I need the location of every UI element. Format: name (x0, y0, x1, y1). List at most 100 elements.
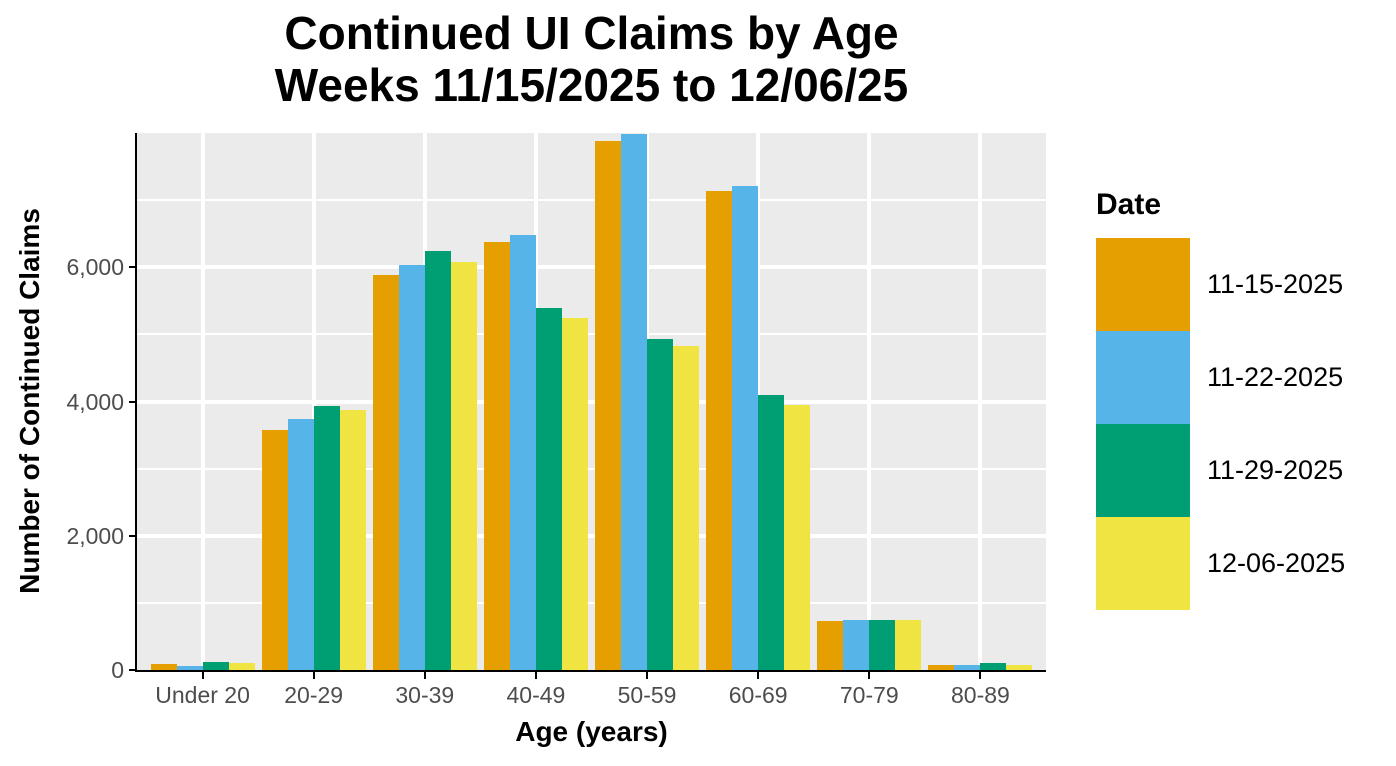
gridline-major-2000 (137, 533, 1046, 538)
vertical-gridline-70-79 (867, 133, 872, 670)
x-axis-line (135, 670, 1046, 672)
x-tick-cell-50-59: 50-59 (592, 672, 703, 709)
bar-group-50-59 (592, 133, 703, 670)
vertical-gridline-20-29 (311, 133, 316, 670)
chart-title-line-2: Weeks 11/15/2025 to 12/06/25 (274, 58, 909, 111)
legend: Date 11-15-2025 11-22-2025 11-29-2025 12-06… (1096, 188, 1386, 610)
bar-11-29-2025-20-29 (313, 406, 340, 670)
legend-title: Date (1096, 188, 1162, 221)
bar-11-29-2025-30-39 (424, 250, 451, 670)
y-tick-label-2000: 2,000 (66, 522, 124, 549)
bar-12-06-2025-60-69 (784, 404, 811, 670)
legend-label-11-15-2025: 11-15-2025 (1207, 269, 1344, 299)
x-tick-mark-60-69 (757, 672, 760, 679)
bar-12-06-2025-80-89 (1006, 664, 1033, 670)
bar-11-15-2025-70-79 (817, 621, 844, 670)
bar-11-22-2025-30-39 (398, 265, 425, 670)
bar-group-under-20 (147, 133, 258, 670)
plot-panel (137, 133, 1046, 670)
bar-group-30-39 (369, 133, 480, 670)
vertical-gridline-80-89 (978, 133, 983, 670)
bar-12-06-2025-under-20 (228, 663, 255, 670)
legend-swatch-11-15-2025 (1096, 238, 1190, 331)
bar-11-15-2025-80-89 (928, 665, 955, 670)
gridline-minor-7000 (137, 199, 1046, 202)
y-tick-mark-4000 (129, 400, 136, 403)
y-tick-label-0: 0 (111, 657, 124, 683)
x-tick-mark-50-59 (646, 672, 649, 679)
legend-item-11-15-2025: 11-15-2025 (1096, 238, 1386, 331)
gridline-minor-5000 (137, 333, 1046, 336)
y-tick-mark-6000 (129, 266, 136, 269)
bar-11-15-2025-30-39 (372, 274, 399, 670)
bar-11-15-2025-40-49 (483, 242, 510, 670)
bar-12-06-2025-40-49 (561, 318, 588, 670)
gridline-minor-1000 (137, 601, 1046, 604)
x-tick-mark-under-20 (201, 672, 204, 679)
y-tick-mark-2000 (129, 534, 136, 537)
legend-label-12-06-2025: 12-06-2025 (1207, 548, 1346, 578)
bar-11-29-2025-40-49 (535, 307, 562, 670)
legend-swatch-11-22-2025 (1096, 331, 1190, 424)
chart-title-line-1: Continued UI Claims by Age (284, 7, 899, 59)
x-tick-label-40-49: 40-49 (506, 682, 566, 708)
chart-title: Continued UI Claims by Age Weeks 11/15/2… (137, 7, 1046, 112)
bar-group-70-79 (814, 133, 925, 670)
x-tick-mark-40-49 (534, 672, 537, 679)
legend-item-11-29-2025: 11-29-2025 (1096, 424, 1386, 517)
bar-11-15-2025-60-69 (706, 191, 733, 670)
bar-group-20-29 (258, 133, 369, 670)
bar-11-22-2025-70-79 (843, 620, 870, 670)
gridline-major-4000 (137, 399, 1046, 404)
y-axis-line (135, 133, 137, 672)
bar-11-22-2025-60-69 (732, 186, 759, 670)
legend-item-11-22-2025: 11-22-2025 (1096, 331, 1386, 424)
gridline-minor-3000 (137, 467, 1046, 470)
x-tick-label-70-79: 70-79 (839, 682, 899, 708)
bar-11-29-2025-under-20 (202, 662, 229, 670)
legend-swatch-11-29-2025 (1096, 424, 1190, 517)
bar-11-29-2025-70-79 (869, 620, 896, 670)
bar-11-22-2025-under-20 (176, 665, 203, 670)
bar-11-29-2025-50-59 (647, 339, 674, 670)
bar-11-29-2025-60-69 (758, 394, 785, 670)
bar-11-22-2025-50-59 (621, 134, 648, 670)
x-tick-cell-under-20: Under 20 (147, 672, 258, 709)
legend-label-11-29-2025: 11-29-2025 (1207, 455, 1344, 485)
bar-group-80-89 (925, 133, 1036, 670)
legend-swatch-12-06-2025 (1096, 517, 1190, 610)
x-tick-label-20-29: 20-29 (284, 682, 344, 708)
legend-item-12-06-2025: 12-06-2025 (1096, 517, 1386, 610)
x-tick-cell-60-69: 60-69 (703, 672, 814, 709)
legend-label-11-22-2025: 11-22-2025 (1207, 362, 1344, 392)
x-axis-ticks: Under 20 20-29 30-39 40-49 50-59 60-69 70-79 80… (137, 672, 1046, 709)
x-tick-cell-70-79: 70-79 (814, 672, 925, 709)
vertical-gridline-under-20 (200, 133, 205, 670)
x-tick-label-60-69: 60-69 (728, 682, 788, 708)
x-tick-cell-80-89: 80-89 (925, 672, 1036, 709)
x-tick-label-50-59: 50-59 (617, 682, 677, 708)
x-tick-label-under-20: Under 20 (155, 682, 250, 708)
bar-11-22-2025-20-29 (287, 419, 314, 670)
x-tick-cell-30-39: 30-39 (369, 672, 480, 709)
bar-11-29-2025-80-89 (980, 663, 1007, 670)
bar-12-06-2025-20-29 (339, 410, 366, 670)
x-tick-cell-40-49: 40-49 (480, 672, 591, 709)
x-tick-cell-20-29: 20-29 (258, 672, 369, 709)
legend-items: 11-15-2025 11-22-2025 11-29-2025 12-06-2025 (1096, 238, 1386, 610)
x-axis-title: Age (years) (515, 716, 668, 747)
bar-11-15-2025-under-20 (150, 664, 177, 670)
bar-11-15-2025-50-59 (595, 141, 622, 670)
bar-12-06-2025-50-59 (673, 345, 700, 670)
bar-11-15-2025-20-29 (261, 430, 288, 670)
x-tick-mark-80-89 (979, 672, 982, 679)
x-tick-label-30-39: 30-39 (395, 682, 455, 708)
bar-11-22-2025-40-49 (509, 235, 536, 670)
y-tick-label-4000: 4,000 (66, 388, 124, 415)
x-tick-mark-30-39 (423, 672, 426, 679)
bar-11-22-2025-80-89 (954, 665, 981, 670)
x-tick-label-80-89: 80-89 (951, 682, 1010, 708)
x-tick-mark-70-79 (868, 672, 871, 679)
bar-12-06-2025-30-39 (450, 261, 477, 670)
